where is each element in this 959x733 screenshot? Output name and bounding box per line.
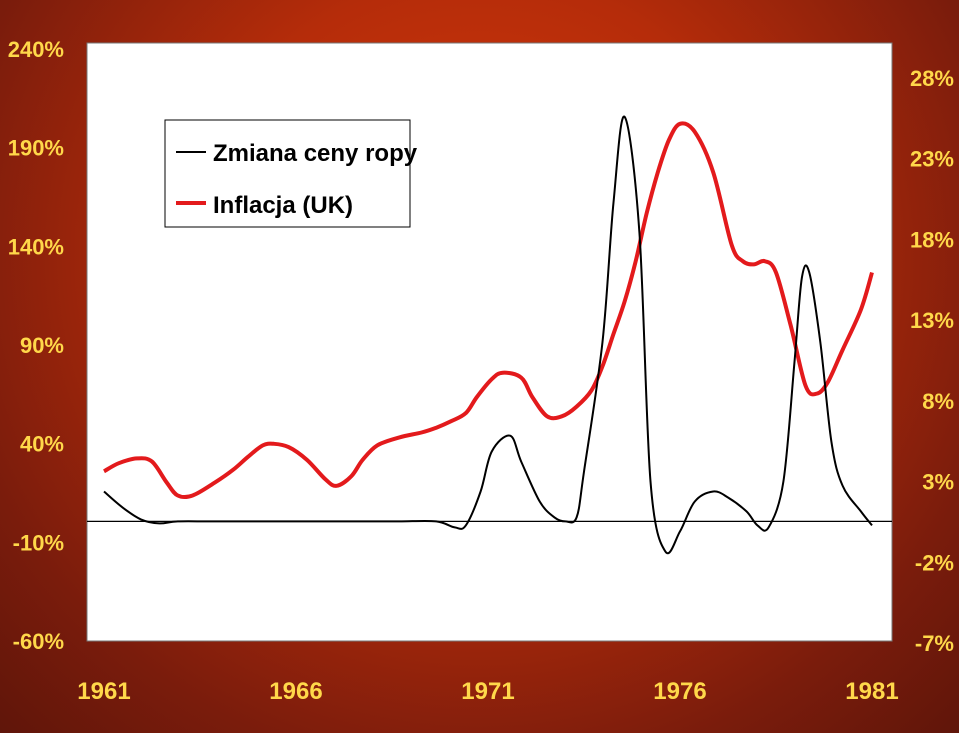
x-tick-label: 1966: [269, 678, 322, 705]
left-tick-label: 140%: [8, 234, 64, 259]
left-axis-ticks: 240% 190% 140% 90% 40% -10% -60%: [8, 37, 64, 654]
right-tick-label: -2%: [915, 550, 954, 575]
right-axis-ticks: 28% 23% 18% 13% 8% 3% -2% -7%: [910, 66, 954, 656]
series-line-oil-price: [103, 115, 873, 555]
x-tick-label: 1981: [845, 678, 898, 705]
legend: Zmiana ceny ropy Inflacja (UK): [164, 119, 418, 228]
legend-label-oil: Zmiana ceny ropy: [213, 140, 418, 167]
right-tick-label: 8%: [922, 389, 954, 414]
x-tick-label: 1961: [77, 678, 130, 705]
right-tick-label: -7%: [915, 631, 954, 656]
right-tick-label: 23%: [910, 147, 954, 172]
legend-box: [164, 119, 411, 228]
left-tick-label: 190%: [8, 136, 64, 161]
right-tick-label: 18%: [910, 227, 954, 252]
left-tick-label: -60%: [13, 629, 64, 654]
left-tick-label: 90%: [20, 333, 64, 358]
series-layer: [103, 115, 874, 555]
left-tick-label: 40%: [20, 432, 64, 457]
right-tick-label: 28%: [910, 66, 954, 91]
x-tick-label: 1976: [653, 678, 706, 705]
right-tick-label: 3%: [922, 470, 954, 495]
x-axis-ticks: 1961 1966 1971 1976 1981: [77, 678, 898, 705]
right-tick-label: 13%: [910, 308, 954, 333]
left-tick-label: -10%: [13, 530, 64, 555]
left-tick-label: 240%: [8, 37, 64, 62]
x-tick-label: 1971: [461, 678, 514, 705]
series-line-inflation: [103, 121, 874, 500]
legend-label-inflation: Inflacja (UK): [213, 192, 353, 219]
